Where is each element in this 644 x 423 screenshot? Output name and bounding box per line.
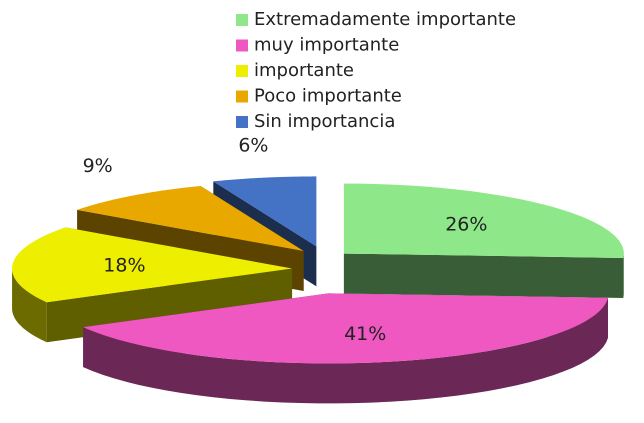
- legend-label: Extremadamente importante: [254, 9, 516, 30]
- slice: [12, 227, 293, 343]
- slice-top: [343, 183, 624, 258]
- legend-label: Poco importante: [254, 86, 402, 107]
- slice-side: [83, 297, 608, 404]
- slice-top: [83, 293, 608, 364]
- legend-label: importante: [254, 60, 354, 81]
- legend-swatch: [236, 39, 248, 52]
- legend-swatch: [236, 90, 248, 103]
- legend-label: Sin importancia: [254, 111, 395, 132]
- data-label: 6%: [238, 134, 268, 156]
- legend-swatch: [236, 65, 248, 77]
- slice: [343, 183, 624, 298]
- slice-top: [213, 176, 317, 247]
- slice-wall: [343, 253, 624, 298]
- legend-label: muy importante: [254, 35, 399, 56]
- data-label: 26%: [445, 213, 487, 235]
- legend-swatch: [236, 116, 248, 128]
- legend-swatch: [236, 14, 248, 26]
- data-label: 18%: [103, 254, 145, 276]
- slice-side: [623, 253, 624, 298]
- data-label: 9%: [83, 155, 113, 177]
- slice-top: [12, 227, 293, 303]
- slice-top: [77, 185, 304, 252]
- data-label: 41%: [344, 323, 386, 345]
- slice-side: [12, 268, 47, 343]
- slice: [83, 293, 608, 404]
